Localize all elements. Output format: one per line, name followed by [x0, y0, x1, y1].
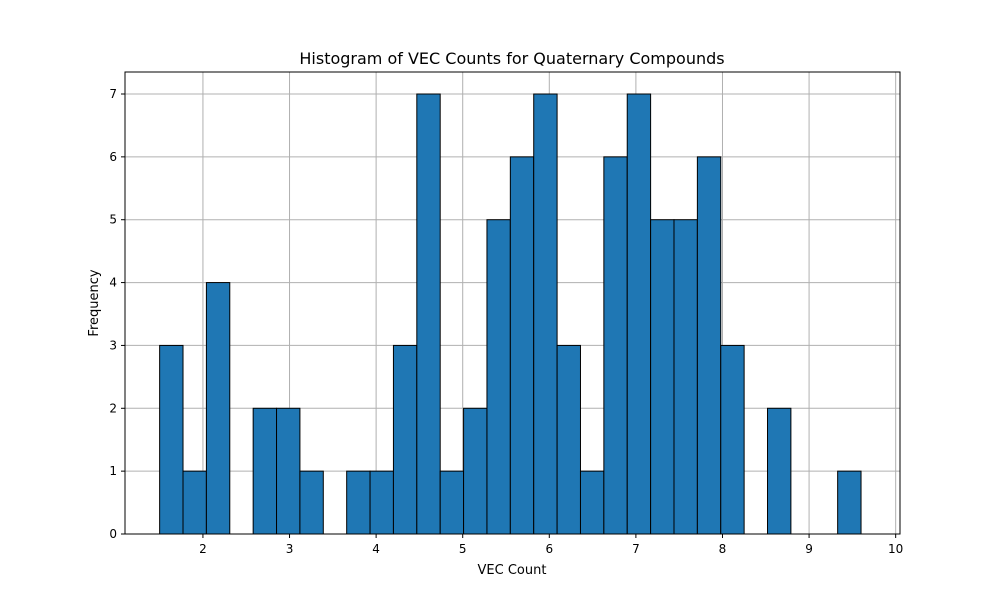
y-tick-label: 6: [109, 150, 117, 164]
x-tick-label: 5: [459, 542, 467, 556]
y-tick-label: 3: [109, 338, 117, 352]
y-tick-label: 2: [109, 401, 117, 415]
histogram-bar: [673, 219, 698, 535]
x-tick-label: 7: [632, 542, 640, 556]
x-tick-label: 2: [199, 542, 207, 556]
histogram-bar: [533, 93, 558, 535]
histogram-bar: [556, 344, 581, 535]
histogram-bar: [463, 407, 488, 535]
x-tick-label: 4: [372, 542, 380, 556]
histogram-bar: [416, 93, 441, 535]
x-tick-label: 10: [888, 542, 903, 556]
histogram-bar: [369, 470, 394, 535]
y-axis-ticks: 0 1 2 3 4 5 6 7: [109, 87, 125, 541]
histogram-bar: [486, 219, 511, 535]
histogram-bar: [159, 344, 184, 535]
plot-frame: [124, 71, 901, 535]
histogram-bar: [439, 470, 465, 535]
histogram-bar: [392, 344, 418, 535]
histogram-bar: [579, 470, 605, 535]
y-tick-label: 0: [109, 527, 117, 541]
x-tick-label: 3: [286, 542, 294, 556]
y-tick-label: 5: [109, 213, 117, 227]
x-tick-label: 6: [545, 542, 553, 556]
y-tick-label: 4: [109, 276, 117, 290]
histogram-bar: [276, 407, 301, 535]
chart-title: Histogram of VEC Counts for Quaternary C…: [299, 49, 724, 68]
histogram-bar: [603, 156, 628, 535]
y-tick-label: 7: [109, 87, 117, 101]
histogram-bar: [837, 470, 862, 535]
histogram-bar: [299, 470, 324, 535]
histogram-bar: [650, 219, 675, 535]
histogram-bar: [509, 156, 535, 535]
x-tick-label: 8: [719, 542, 727, 556]
x-tick-label: 9: [805, 542, 813, 556]
histogram-bars: [159, 93, 862, 535]
histogram-bar: [720, 344, 745, 535]
y-tick-label: 1: [109, 464, 117, 478]
histogram-bar: [626, 93, 652, 535]
histogram-bar: [767, 407, 792, 535]
histogram-bar: [182, 470, 207, 535]
x-axis-label: VEC Count: [478, 563, 547, 578]
histogram-bar: [696, 156, 722, 535]
histogram-bar: [205, 282, 231, 535]
histogram-bar: [252, 407, 278, 535]
histogram-bar: [346, 470, 371, 535]
x-axis-ticks: 2 3 4 5 6 7 8 9 10: [199, 534, 903, 556]
y-axis-label: Frequency: [87, 269, 102, 336]
